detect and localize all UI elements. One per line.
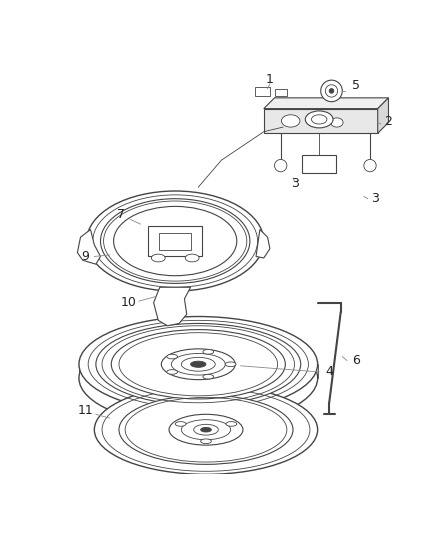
Ellipse shape (100, 199, 250, 284)
Polygon shape (148, 227, 202, 256)
Ellipse shape (171, 353, 225, 375)
Ellipse shape (185, 254, 199, 262)
Ellipse shape (201, 439, 212, 443)
Ellipse shape (111, 329, 285, 399)
Polygon shape (302, 155, 336, 173)
Ellipse shape (226, 422, 237, 426)
Ellipse shape (87, 191, 264, 291)
Ellipse shape (151, 254, 165, 262)
Text: 10: 10 (121, 296, 137, 309)
Ellipse shape (79, 317, 318, 412)
Polygon shape (264, 109, 378, 133)
Polygon shape (159, 232, 191, 249)
Text: 5: 5 (352, 79, 360, 92)
Ellipse shape (167, 370, 177, 374)
Ellipse shape (181, 357, 215, 371)
Ellipse shape (119, 395, 293, 464)
Ellipse shape (282, 115, 300, 127)
Polygon shape (256, 230, 270, 258)
Text: 2: 2 (385, 115, 392, 128)
Ellipse shape (364, 159, 376, 172)
Ellipse shape (331, 118, 343, 127)
Text: 4: 4 (325, 366, 333, 378)
Ellipse shape (201, 427, 212, 432)
Ellipse shape (113, 206, 237, 276)
Ellipse shape (329, 88, 334, 93)
Ellipse shape (325, 85, 338, 97)
Ellipse shape (314, 114, 329, 125)
Ellipse shape (225, 362, 236, 367)
Ellipse shape (191, 361, 206, 367)
Ellipse shape (169, 414, 243, 445)
Text: 7: 7 (117, 208, 125, 221)
Ellipse shape (321, 80, 342, 102)
Ellipse shape (311, 115, 327, 124)
Ellipse shape (161, 349, 235, 379)
Polygon shape (378, 98, 389, 133)
Polygon shape (154, 287, 191, 326)
Polygon shape (78, 230, 100, 264)
Ellipse shape (194, 424, 218, 435)
Polygon shape (276, 88, 287, 96)
Text: 6: 6 (352, 354, 360, 367)
Ellipse shape (79, 330, 318, 426)
Ellipse shape (167, 354, 177, 359)
Ellipse shape (275, 159, 287, 172)
Ellipse shape (203, 350, 214, 354)
Text: 3: 3 (371, 192, 379, 205)
Ellipse shape (94, 385, 318, 474)
Polygon shape (264, 98, 389, 109)
Ellipse shape (96, 324, 301, 405)
Ellipse shape (203, 374, 214, 379)
Polygon shape (254, 87, 270, 96)
Text: 3: 3 (290, 177, 298, 190)
Text: 9: 9 (81, 250, 89, 263)
Ellipse shape (175, 422, 186, 426)
Text: 1: 1 (266, 73, 274, 86)
Ellipse shape (181, 419, 231, 440)
Ellipse shape (305, 111, 333, 128)
Text: 11: 11 (77, 404, 93, 417)
